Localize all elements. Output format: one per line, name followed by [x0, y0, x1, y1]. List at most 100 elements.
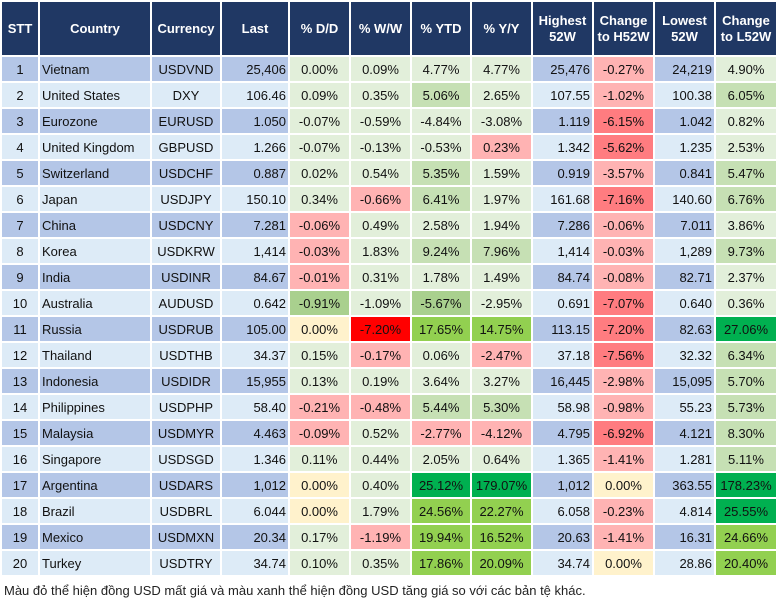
cell-pct-dd: 0.34% [288, 185, 351, 213]
cell-lowest-52w: 7.011 [653, 211, 716, 239]
table-row: 18 Brazil USDBRL 6.044 0.00% 1.79% 24.56% 22.27… [0, 497, 777, 525]
cell-currency: USDPHP [150, 393, 222, 421]
cell-change-to-h52w: -3.57% [592, 159, 655, 187]
cell-lowest-52w: 16.31 [653, 523, 716, 551]
cell-highest-52w: 84.74 [531, 263, 594, 291]
cell-lowest-52w: 4.814 [653, 497, 716, 525]
table-row: 4 United Kingdom GBPUSD 1.266 -0.07% -0.13% -0… [0, 133, 777, 161]
cell-change-to-l52w: 5.11% [714, 445, 777, 473]
cell-highest-52w: 1,012 [531, 471, 594, 499]
cell-pct-yy: 1.97% [470, 185, 533, 213]
cell-pct-dd: -0.21% [288, 393, 351, 421]
cell-stt: 1 [0, 55, 40, 83]
cell-currency: USDCNY [150, 211, 222, 239]
cell-last: 150.10 [220, 185, 290, 213]
cell-pct-yy: -2.47% [470, 341, 533, 369]
cell-stt: 3 [0, 107, 40, 135]
cell-pct-ytd: 2.58% [410, 211, 472, 239]
table-row: 6 Japan USDJPY 150.10 0.34% -0.66% 6.41% 1.97% 1… [0, 185, 777, 213]
cell-currency: USDINR [150, 263, 222, 291]
cell-highest-52w: 161.68 [531, 185, 594, 213]
cell-lowest-52w: 32.32 [653, 341, 716, 369]
cell-country: United Kingdom [38, 133, 152, 161]
cell-pct-yy: 3.27% [470, 367, 533, 395]
table-row: 10 Australia AUDUSD 0.642 -0.91% -1.09% -5.67%… [0, 289, 777, 317]
table-row: 19 Mexico USDMXN 20.34 0.17% -1.19% 19.94% 16.5… [0, 523, 777, 551]
cell-pct-ytd: 4.77% [410, 55, 472, 83]
cell-pct-dd: 0.00% [288, 55, 351, 83]
cell-pct-dd: 0.00% [288, 315, 351, 343]
cell-pct-ytd: 5.35% [410, 159, 472, 187]
cell-lowest-52w: 24,219 [653, 55, 716, 83]
cell-change-to-h52w: -2.98% [592, 367, 655, 395]
cell-stt: 10 [0, 289, 40, 317]
table-row: 7 China USDCNY 7.281 -0.06% 0.49% 2.58% 1.94% 7.… [0, 211, 777, 239]
cell-change-to-h52w: -5.62% [592, 133, 655, 161]
cell-stt: 6 [0, 185, 40, 213]
header-change-to-l52w: Change to L52W [714, 0, 777, 57]
cell-country: Turkey [38, 549, 152, 577]
cell-pct-dd: 0.00% [288, 497, 351, 525]
table-row: 12 Thailand USDTHB 34.37 0.15% -0.17% 0.06% -2.… [0, 341, 777, 369]
cell-pct-dd: -0.06% [288, 211, 351, 239]
table-row: 20 Turkey USDTRY 34.74 0.10% 0.35% 17.86% 20.09… [0, 549, 777, 577]
cell-pct-yy: 22.27% [470, 497, 533, 525]
cell-pct-ww: 0.19% [349, 367, 412, 395]
cell-highest-52w: 0.919 [531, 159, 594, 187]
cell-change-to-h52w: -0.03% [592, 237, 655, 265]
cell-country: Indonesia [38, 367, 152, 395]
cell-pct-ww: 0.35% [349, 549, 412, 577]
cell-change-to-h52w: -0.98% [592, 393, 655, 421]
cell-country: Vietnam [38, 55, 152, 83]
header-pct-dd: % D/D [288, 0, 351, 57]
cell-pct-dd: -0.91% [288, 289, 351, 317]
cell-stt: 11 [0, 315, 40, 343]
cell-currency: USDKRW [150, 237, 222, 265]
cell-pct-yy: 2.65% [470, 81, 533, 109]
cell-highest-52w: 1.119 [531, 107, 594, 135]
cell-stt: 8 [0, 237, 40, 265]
header-pct-ytd: % YTD [410, 0, 472, 57]
cell-country: United States [38, 81, 152, 109]
cell-change-to-l52w: 3.86% [714, 211, 777, 239]
cell-highest-52w: 113.15 [531, 315, 594, 343]
cell-country: Russia [38, 315, 152, 343]
cell-pct-dd: 0.00% [288, 471, 351, 499]
cell-pct-yy: 20.09% [470, 549, 533, 577]
cell-stt: 15 [0, 419, 40, 447]
cell-pct-ytd: 17.65% [410, 315, 472, 343]
cell-pct-ww: -0.59% [349, 107, 412, 135]
cell-lowest-52w: 82.63 [653, 315, 716, 343]
cell-stt: 19 [0, 523, 40, 551]
cell-change-to-h52w: -0.27% [592, 55, 655, 83]
cell-pct-ww: 0.40% [349, 471, 412, 499]
cell-stt: 16 [0, 445, 40, 473]
cell-highest-52w: 25,476 [531, 55, 594, 83]
cell-pct-yy: 1.59% [470, 159, 533, 187]
cell-currency: USDIDR [150, 367, 222, 395]
cell-stt: 2 [0, 81, 40, 109]
cell-pct-ytd: 1.78% [410, 263, 472, 291]
cell-change-to-l52w: 178.23% [714, 471, 777, 499]
cell-pct-dd: 0.02% [288, 159, 351, 187]
cell-pct-ytd: 19.94% [410, 523, 472, 551]
cell-pct-yy: 5.30% [470, 393, 533, 421]
cell-highest-52w: 16,445 [531, 367, 594, 395]
cell-pct-ytd: -2.77% [410, 419, 472, 447]
cell-last: 0.642 [220, 289, 290, 317]
header-change-to-h52w: Change to H52W [592, 0, 655, 57]
cell-pct-ww: -0.66% [349, 185, 412, 213]
cell-change-to-h52w: -0.06% [592, 211, 655, 239]
cell-pct-ww: 0.31% [349, 263, 412, 291]
cell-pct-dd: 0.11% [288, 445, 351, 473]
cell-stt: 13 [0, 367, 40, 395]
cell-pct-yy: 14.75% [470, 315, 533, 343]
cell-pct-dd: -0.09% [288, 419, 351, 447]
cell-change-to-h52w: -6.92% [592, 419, 655, 447]
cell-lowest-52w: 28.86 [653, 549, 716, 577]
cell-change-to-l52w: 20.40% [714, 549, 777, 577]
cell-currency: GBPUSD [150, 133, 222, 161]
cell-pct-yy: 16.52% [470, 523, 533, 551]
cell-pct-ytd: -5.67% [410, 289, 472, 317]
cell-change-to-h52w: -6.15% [592, 107, 655, 135]
